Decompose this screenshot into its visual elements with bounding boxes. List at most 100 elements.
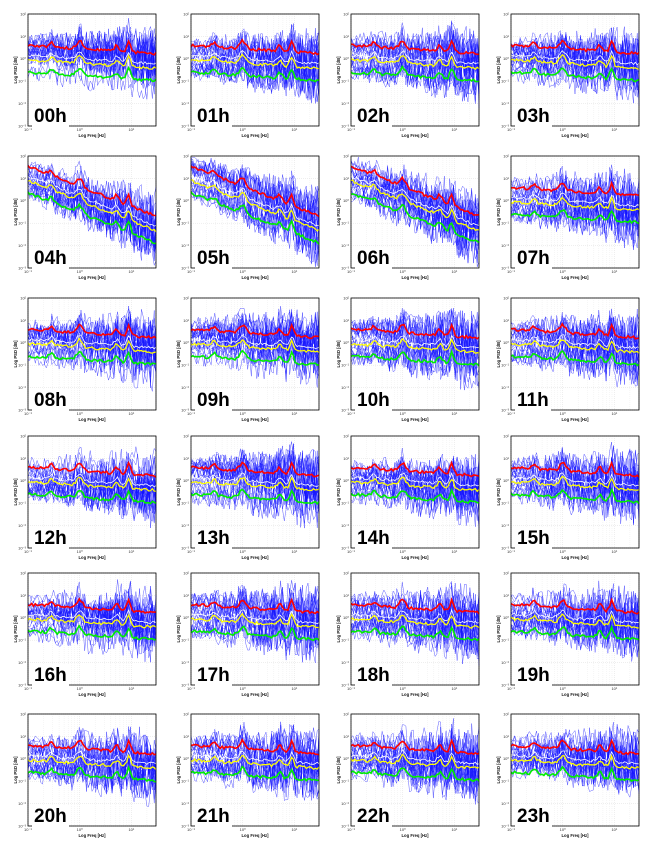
x-tick-label: 10⁰ — [240, 127, 246, 132]
y-tick-label: 10⁻² — [18, 660, 27, 665]
lower-percentile-line — [350, 487, 480, 505]
x-tick-label: 10⁰ — [560, 127, 566, 132]
y-tick-label: 10⁻² — [18, 523, 27, 528]
x-axis-label: Log Freq [Hz] — [242, 417, 270, 422]
x-tick-label: 10¹ — [611, 269, 617, 274]
upper-percentile-line — [510, 597, 640, 615]
individual-spectrum-line — [510, 464, 640, 510]
y-tick-label: 10² — [183, 433, 189, 438]
y-tick-label: 10⁰ — [20, 756, 26, 761]
median-line — [27, 337, 157, 354]
y-tick-label: 10¹ — [183, 176, 189, 181]
individual-spectrum-line — [27, 601, 157, 652]
y-tick-label: 10⁰ — [183, 56, 189, 61]
individual-spectrum-line — [350, 729, 480, 779]
individual-spectrum-line — [350, 20, 480, 71]
x-tick-label: 10⁻¹ — [24, 127, 33, 132]
individual-spectrum-line — [27, 453, 157, 499]
y-axis-label: Log PSD [dB] — [176, 615, 181, 643]
x-axis-label: Log Freq [Hz] — [562, 133, 590, 138]
y-tick-label: 10⁻¹ — [18, 79, 27, 84]
y-tick-label: 10⁰ — [183, 198, 189, 203]
y-tick-label: 10⁰ — [20, 56, 26, 61]
individual-spectrum-line — [350, 175, 480, 248]
individual-spectrum-line — [510, 27, 640, 75]
x-tick-label: 10⁻¹ — [507, 549, 516, 554]
y-tick-label: 10⁻¹ — [181, 638, 190, 643]
y-tick-label: 10² — [343, 711, 349, 716]
y-axis-label: Log PSD [dB] — [336, 756, 341, 784]
x-tick-label: 10¹ — [291, 549, 297, 554]
hour-label: 22h — [355, 806, 392, 828]
y-tick-label: 10⁻² — [501, 523, 510, 528]
y-tick-label: 10⁰ — [20, 198, 26, 203]
y-tick-label: 10⁻² — [181, 801, 190, 806]
y-tick-label: 10⁰ — [183, 340, 189, 345]
lower-percentile-line — [510, 66, 640, 83]
y-tick-label: 10⁰ — [503, 615, 509, 620]
individual-spectrum-line — [190, 458, 320, 505]
y-tick-label: 10⁰ — [343, 56, 349, 61]
hour-label: 02h — [355, 106, 392, 128]
x-axis-label: Log Freq [Hz] — [402, 133, 430, 138]
y-tick-label: 10⁻³ — [501, 265, 510, 270]
y-tick-label: 10⁻¹ — [341, 221, 350, 226]
x-tick-label: 10¹ — [611, 549, 617, 554]
individual-spectrum-line — [350, 612, 480, 666]
x-tick-label: 10⁰ — [240, 827, 246, 832]
x-axis-label: Log Freq [Hz] — [242, 692, 270, 697]
median-line — [190, 476, 320, 492]
y-tick-label: 10¹ — [20, 456, 26, 461]
y-tick-label: 10⁻¹ — [341, 638, 350, 643]
individual-spectrum-line — [350, 598, 480, 646]
mean-line — [510, 609, 640, 624]
y-axis-label: Log PSD [dB] — [176, 756, 181, 784]
x-tick-label: 10¹ — [128, 411, 134, 416]
panel-21h: 10² 10¹ 10⁰ 10⁻¹ 10⁻² 10⁻³ 10⁻¹ 10⁰ 10¹ Log Freq … — [173, 706, 326, 842]
median-line — [510, 339, 640, 354]
upper-percentile-line — [190, 597, 320, 615]
y-tick-label: 10¹ — [503, 34, 509, 39]
x-axis-label: Log Freq [Hz] — [79, 833, 107, 838]
lower-percentile-line — [27, 489, 157, 505]
individual-spectrum-line — [27, 734, 157, 780]
y-axis-label: Log PSD [dB] — [13, 615, 18, 643]
y-axis-label: Log PSD [dB] — [13, 56, 18, 84]
individual-spectrum-line — [27, 473, 157, 522]
y-tick-label: 10⁻² — [341, 101, 350, 106]
x-axis-label: Log Freq [Hz] — [242, 275, 270, 280]
median-line — [27, 179, 157, 233]
y-tick-label: 10¹ — [343, 456, 349, 461]
y-tick-label: 10² — [183, 11, 189, 16]
x-tick-label: 10¹ — [451, 411, 457, 416]
median-line — [350, 614, 480, 629]
median-line — [190, 178, 320, 232]
y-tick-label: 10¹ — [343, 176, 349, 181]
x-tick-label: 10⁰ — [400, 686, 406, 691]
upper-percentile-line — [510, 738, 640, 756]
hour-label: 06h — [355, 248, 392, 270]
plot-border — [510, 572, 640, 686]
y-tick-label: 10⁻² — [181, 660, 190, 665]
x-axis-label: Log Freq [Hz] — [562, 692, 590, 697]
individual-spectrum-line — [510, 196, 640, 236]
x-tick-label: 10⁻¹ — [187, 686, 196, 691]
individual-spectrum-line — [510, 611, 640, 662]
hour-label: 07h — [515, 248, 552, 270]
individual-spectrum-line — [510, 43, 640, 94]
median-line — [510, 753, 640, 770]
y-tick-label: 10⁻³ — [341, 545, 350, 550]
hour-label: 04h — [32, 248, 69, 270]
individual-spectrum-line — [190, 455, 320, 503]
y-tick-label: 10² — [503, 433, 509, 438]
plot-border — [510, 13, 640, 127]
y-tick-label: 10¹ — [20, 318, 26, 323]
individual-spectrum-line — [350, 170, 480, 242]
mean-line — [350, 334, 480, 349]
individual-spectrum-line — [190, 450, 320, 501]
y-tick-label: 10⁻³ — [501, 682, 510, 687]
median-line — [190, 612, 320, 629]
y-tick-label: 10² — [20, 153, 26, 158]
plot-border — [350, 155, 480, 269]
